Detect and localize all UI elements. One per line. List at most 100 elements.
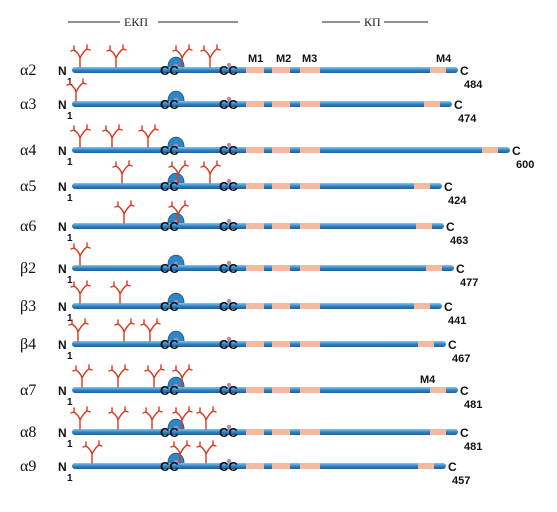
membrane-segment-m4 [414,303,430,309]
glycan-icon [196,406,217,430]
protein-chain [72,67,458,73]
membrane-segment-m3 [300,67,320,73]
cys-pair-dot [226,142,232,148]
n-terminus: N [58,338,67,352]
subunit-length: 484 [464,79,483,91]
membrane-segment-m4 [414,183,430,189]
membrane-segment-m4 [426,265,442,271]
subunit-length: 481 [464,441,482,453]
membrane-segment-m4 [430,67,446,73]
cys-loop-dot [173,261,179,267]
subunit-name: α5 [20,178,36,195]
m3-label: M3 [302,53,317,65]
cys-pair-dot [226,424,232,430]
subunit-length: 474 [458,113,477,125]
cys-pair: CC [219,383,238,398]
start-index: 1 [67,313,73,324]
membrane-segment-m1 [246,223,264,229]
glycan-icon [102,124,123,148]
start-index: 1 [67,233,73,244]
subunit-length: 457 [452,475,470,487]
subunit-name: α4 [20,142,36,159]
subunit-length: 441 [448,315,466,327]
subunit-name: α7 [20,382,36,399]
cys-loop-pair: CC [160,299,179,314]
cys-pair: CC [219,459,238,474]
membrane-segment-m2 [272,265,290,271]
start-index: 1 [67,351,73,362]
membrane-segment-m4 [424,101,440,107]
cys-loop [167,172,185,184]
membrane-segment-m4 [418,463,434,469]
c-terminus: C [444,300,453,314]
cys-pair: CC [219,425,238,440]
glycan-icon [106,44,127,68]
c-terminus: C [460,426,469,440]
glycan-icon [72,364,93,388]
n-terminus: N [58,180,67,194]
cys-pair: CC [219,179,238,194]
n-terminus: N [58,460,67,474]
membrane-segment-m2 [272,387,290,393]
start-index: 1 [67,111,73,122]
cys-loop [167,292,185,304]
cys-pair: CC [219,63,238,78]
glycan-icon [114,318,135,342]
n-terminus: N [58,426,67,440]
membrane-segment-m3 [300,265,320,271]
membrane-segment-m4 [430,387,446,393]
subunit-length: 481 [464,399,482,411]
cys-loop [167,418,185,430]
membrane-segment-m3 [300,387,320,393]
cys-loop-pair: CC [160,337,179,352]
m4-label: M4 [436,53,452,65]
c-terminus: C [448,338,457,352]
membrane-segment-m3 [300,429,320,435]
cys-pair: CC [219,337,238,352]
subunit-name: α9 [20,458,36,475]
c-terminus: C [460,384,469,398]
cys-pair-dot [226,62,232,68]
cys-pair-dot [226,260,232,266]
n-terminus: N [58,262,67,276]
n-terminus: N [58,300,67,314]
cys-pair: CC [219,299,238,314]
membrane-segment-m1 [246,265,264,271]
start-index: 1 [67,193,73,204]
glycan-icon [140,318,161,342]
glycan-icon [70,406,91,430]
start-index: 1 [67,157,73,168]
cys-pair-dot [226,96,232,102]
membrane-segment-m3 [300,303,320,309]
membrane-segment-m2 [272,183,290,189]
m1-label: M1 [248,53,263,65]
glycan-icon [196,440,217,464]
membrane-segment-m2 [272,147,290,153]
glycan-icon [108,406,129,430]
membrane-segment-m2 [272,223,290,229]
subunit-name: β2 [20,260,36,277]
cys-loop-pair: CC [160,63,179,78]
cys-loop-pair: CC [160,219,179,234]
glycan-icon [108,364,129,388]
glycan-icon [110,280,131,304]
membrane-segment-m2 [272,101,290,107]
subunit-name: α8 [20,424,36,441]
start-index: 1 [67,275,73,286]
glycan-icon [70,280,91,304]
glycan-icon [138,124,159,148]
m4-label: M4 [420,374,436,386]
glycan-icon [114,200,135,224]
start-index: 1 [67,473,73,484]
membrane-segment-m1 [246,101,264,107]
c-terminus: C [460,64,469,78]
cys-loop-pair: CC [160,261,179,276]
glycan-icon [82,440,103,464]
start-index: 1 [67,439,73,450]
cys-loop-pair: CC [160,97,179,112]
cys-loop [167,212,185,224]
cys-loop [167,254,185,266]
